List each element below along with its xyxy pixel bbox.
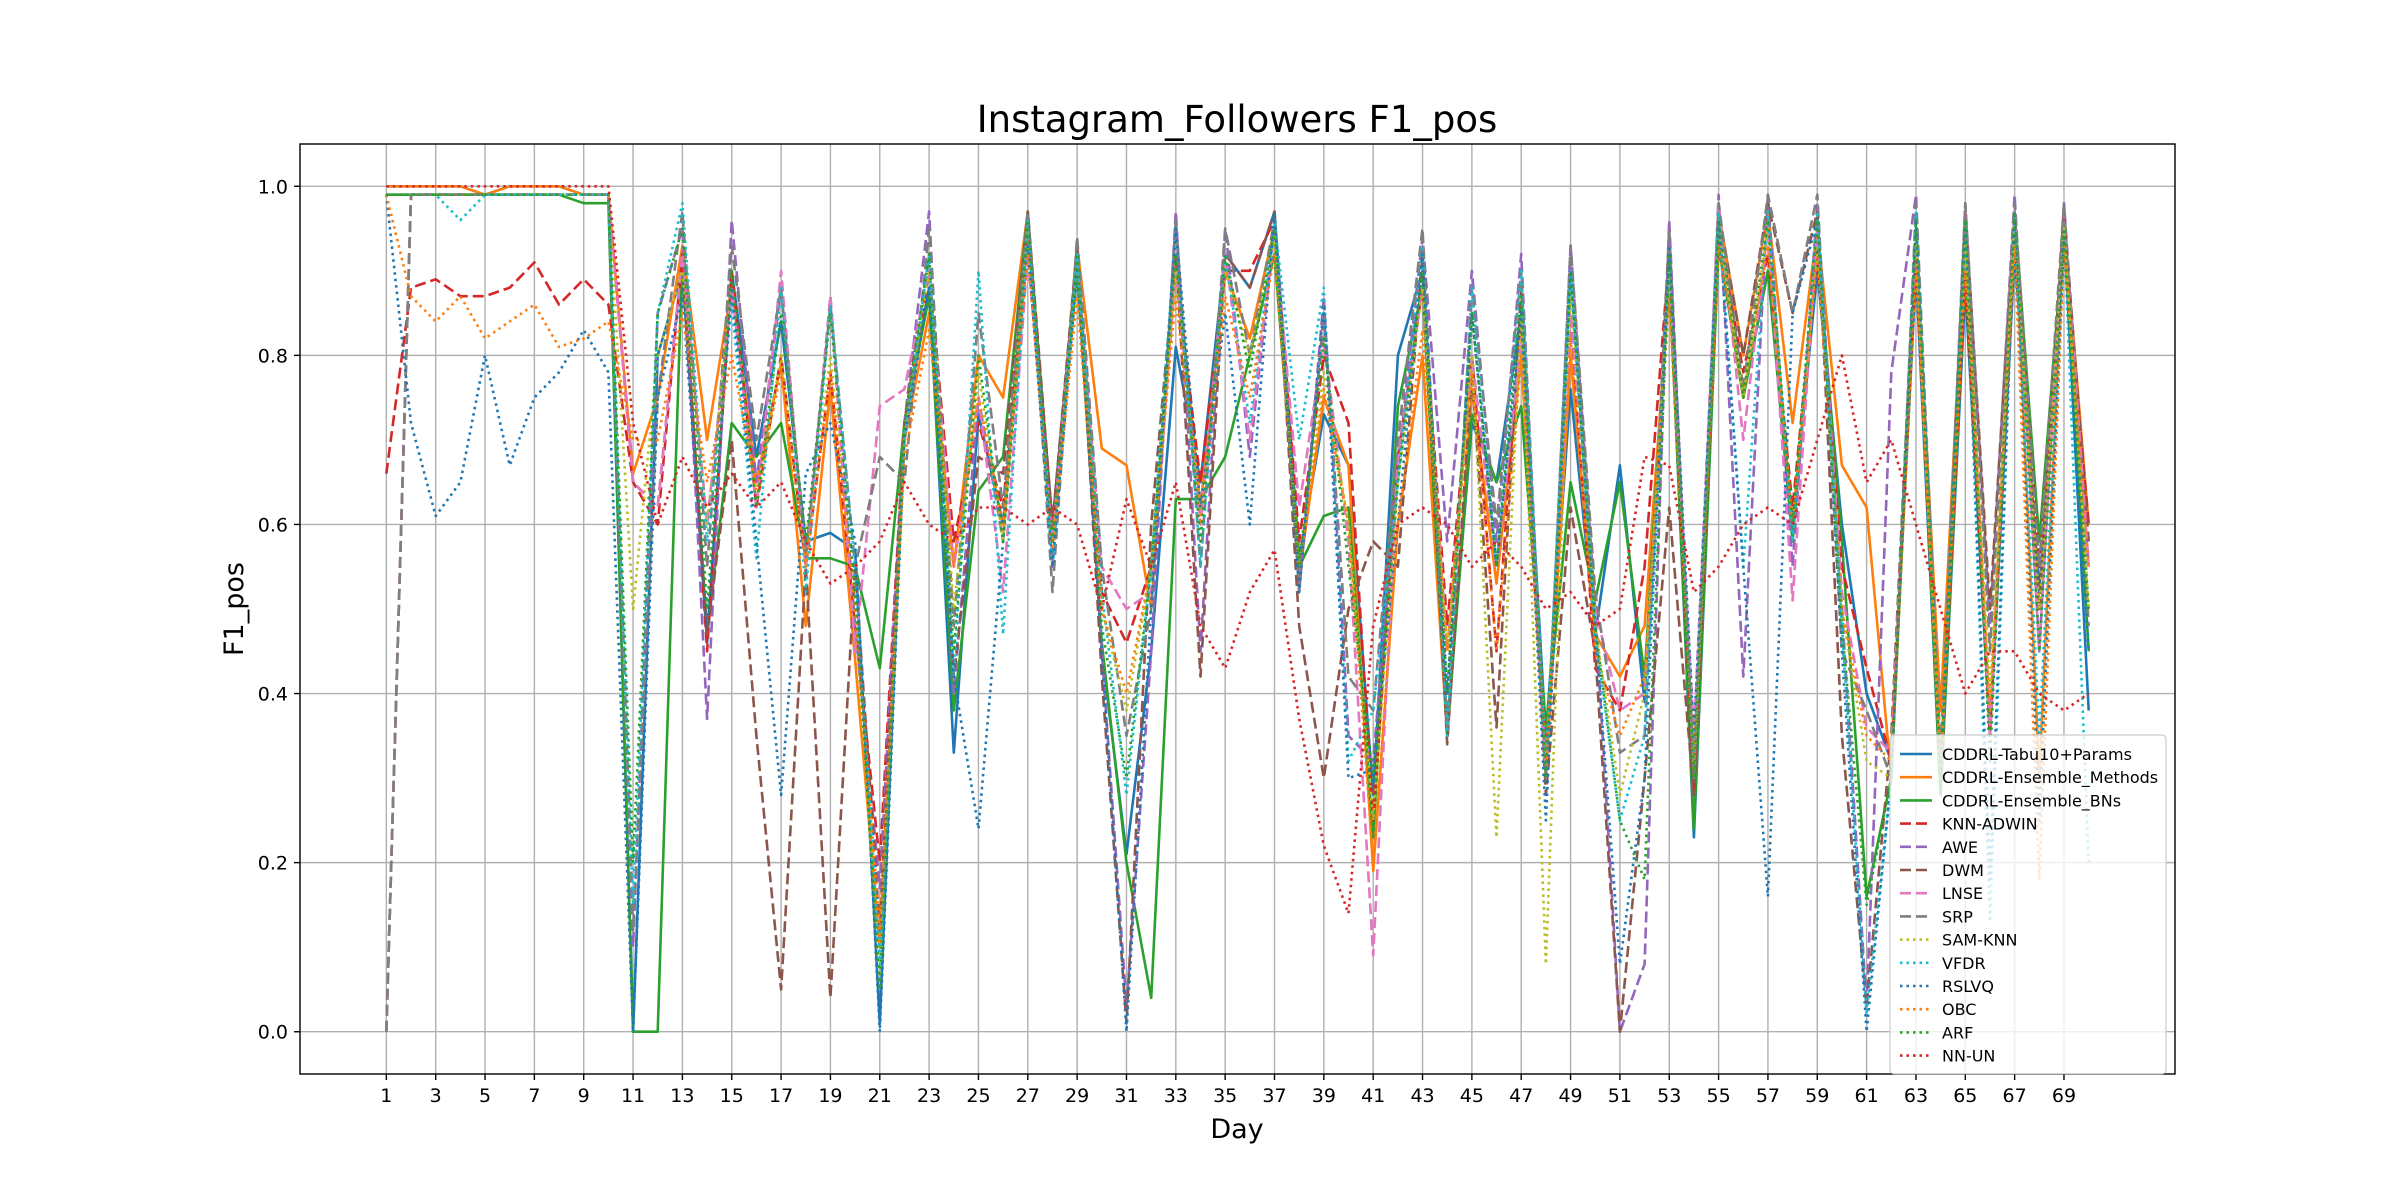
legend-label: KNN-ADWIN bbox=[1942, 815, 2038, 834]
x-tick-label: 5 bbox=[479, 1085, 491, 1107]
x-tick-label: 31 bbox=[1114, 1085, 1138, 1107]
x-tick-label: 9 bbox=[578, 1085, 590, 1107]
x-tick-label: 55 bbox=[1706, 1085, 1730, 1107]
x-tick-label: 15 bbox=[720, 1085, 744, 1107]
y-tick-label: 0.2 bbox=[258, 853, 288, 875]
x-tick-label: 25 bbox=[966, 1085, 990, 1107]
series-line-cddrl-ensemble-bns bbox=[386, 193, 2090, 1033]
x-tick-label: 43 bbox=[1410, 1085, 1434, 1107]
x-tick-label: 49 bbox=[1558, 1085, 1582, 1107]
legend-label: CDDRL-Tabu10+Params bbox=[1942, 745, 2132, 764]
legend-label: DWM bbox=[1942, 861, 1984, 880]
x-tick-label: 57 bbox=[1756, 1085, 1780, 1107]
x-tick-label: 19 bbox=[818, 1085, 842, 1107]
legend-label: CDDRL-Ensemble_Methods bbox=[1942, 768, 2158, 788]
series-line-cddrl-tabu10-params bbox=[386, 185, 2090, 1033]
legend-label: VFDR bbox=[1942, 954, 1986, 973]
legend-label: RSLVQ bbox=[1942, 977, 1994, 996]
y-tick-label: 0.4 bbox=[258, 684, 288, 706]
legend-label: LNSE bbox=[1942, 884, 1983, 903]
y-tick-label: 0.0 bbox=[258, 1022, 288, 1044]
x-tick-label: 27 bbox=[1016, 1085, 1040, 1107]
x-tick-label: 23 bbox=[917, 1085, 941, 1107]
x-tick-label: 13 bbox=[670, 1085, 694, 1107]
series-line-obc bbox=[385, 194, 2090, 932]
x-tick-label: 67 bbox=[2003, 1085, 2027, 1107]
legend-label: SAM-KNN bbox=[1942, 931, 2017, 950]
x-tick-label: 39 bbox=[1312, 1085, 1336, 1107]
legend: CDDRL-Tabu10+Params CDDRL-Ensemble_Method… bbox=[1889, 734, 2167, 1075]
x-tick-label: 29 bbox=[1065, 1085, 1089, 1107]
x-axis-label: Day bbox=[1210, 1114, 1263, 1145]
x-tick-label: 21 bbox=[868, 1085, 892, 1107]
legend-label: CDDRL-Ensemble_BNs bbox=[1942, 791, 2121, 811]
y-axis-label: F1_pos bbox=[219, 562, 250, 656]
x-tick-label: 59 bbox=[1805, 1085, 1829, 1107]
series-lines bbox=[385, 185, 2090, 1033]
legend-label: AWE bbox=[1942, 838, 1978, 857]
y-tick-label: 0.6 bbox=[258, 514, 288, 536]
series-line-sam-knn bbox=[386, 193, 2090, 991]
y-tick-label: 0.8 bbox=[258, 345, 288, 367]
series-line-vfdr bbox=[386, 193, 2090, 1017]
x-tick-label: 63 bbox=[1904, 1085, 1928, 1107]
x-tick-label: 51 bbox=[1608, 1085, 1632, 1107]
x-tick-label: 61 bbox=[1855, 1085, 1879, 1107]
series-line-cddrl-ensemble-methods bbox=[386, 185, 2090, 949]
series-line-srp bbox=[385, 193, 2090, 1032]
x-tick-label: 53 bbox=[1657, 1085, 1681, 1107]
y-axis-ticks: 0.0 0.2 0.4 0.6 0.8 1.0 bbox=[258, 176, 300, 1044]
x-tick-label: 37 bbox=[1262, 1085, 1286, 1107]
x-tick-label: 1 bbox=[380, 1085, 392, 1107]
x-tick-label: 65 bbox=[1953, 1085, 1977, 1107]
x-tick-label: 11 bbox=[621, 1085, 645, 1107]
x-tick-label: 17 bbox=[769, 1085, 793, 1107]
plot-frame bbox=[299, 143, 2176, 1075]
legend-label: ARF bbox=[1942, 1023, 1973, 1042]
x-tick-label: 41 bbox=[1361, 1085, 1385, 1107]
legend-box bbox=[1889, 734, 2167, 1075]
x-axis-ticks: 1 3 5 7 9 11 13 15 17 19 21 23 25 27 29 31 33 35 37 39 41 43 4… bbox=[380, 1074, 2076, 1107]
chart-title: Instagram_Followers F1_pos bbox=[977, 98, 1498, 141]
x-tick-label: 45 bbox=[1460, 1085, 1484, 1107]
y-tick-label: 1.0 bbox=[258, 176, 288, 198]
series-line-rslvq bbox=[385, 194, 2090, 1033]
x-tick-label: 35 bbox=[1213, 1085, 1237, 1107]
series-line-awe bbox=[385, 193, 2090, 1033]
legend-label: OBC bbox=[1942, 1000, 1976, 1019]
x-tick-label: 69 bbox=[2052, 1085, 2076, 1107]
series-line-dwm bbox=[385, 193, 2090, 1033]
x-tick-label: 3 bbox=[430, 1085, 442, 1107]
series-line-arf bbox=[386, 193, 2090, 991]
legend-label: NN-UN bbox=[1942, 1047, 1995, 1066]
series-line-nn-un bbox=[386, 185, 2090, 915]
legend-label: SRP bbox=[1942, 907, 1973, 926]
x-tick-label: 7 bbox=[528, 1085, 540, 1107]
x-tick-label: 47 bbox=[1509, 1085, 1533, 1107]
series-line-lnse bbox=[385, 193, 2090, 1032]
x-tick-label: 33 bbox=[1164, 1085, 1188, 1107]
